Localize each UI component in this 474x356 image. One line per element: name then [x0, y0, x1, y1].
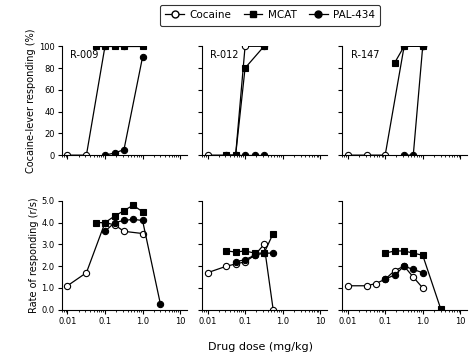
- Y-axis label: Cocaine-lever responding (%): Cocaine-lever responding (%): [26, 28, 36, 173]
- Text: R-147: R-147: [351, 49, 379, 59]
- Text: R-012: R-012: [210, 49, 239, 59]
- Text: R-009: R-009: [70, 49, 99, 59]
- Text: Drug dose (mg/kg): Drug dose (mg/kg): [208, 342, 313, 352]
- Legend: Cocaine, MCAT, PAL-434: Cocaine, MCAT, PAL-434: [160, 5, 380, 26]
- Y-axis label: Rate of responding (r/s): Rate of responding (r/s): [28, 198, 39, 313]
